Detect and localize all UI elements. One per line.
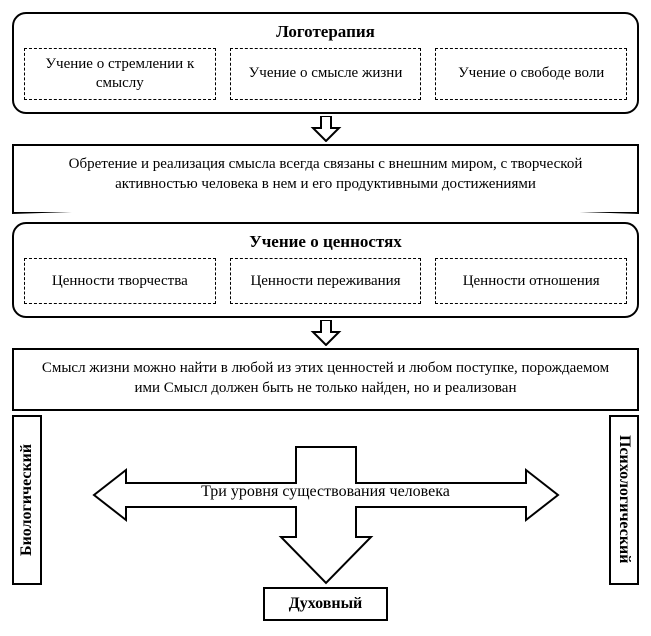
panel2-items: Ценности творчества Ценности переживания… [24, 258, 627, 304]
level-right-psychological: Психологический [609, 415, 639, 585]
three-way-arrow: Три уровня существования человека [42, 415, 609, 585]
levels-center-label: Три уровня существования человека [42, 483, 609, 501]
values-panel: Учение о ценностях Ценности творчества Ц… [12, 222, 639, 318]
panel2-item-2: Ценности переживания [230, 258, 422, 304]
panel1-item-2: Учение о смысле жизни [230, 48, 422, 100]
panel1-item-3: Учение о свободе воли [435, 48, 627, 100]
panel2-item-1: Ценности творчества [24, 258, 216, 304]
arrow-down-2 [309, 320, 343, 346]
panel2-item-3: Ценности отношения [435, 258, 627, 304]
level-bottom-spiritual: Духовный [263, 587, 389, 621]
levels-row: Биологический Три уровня существования ч… [12, 415, 639, 585]
panel1-title: Логотерапия [24, 22, 627, 42]
arrow-down-1 [309, 116, 343, 142]
textbox-1: Обретение и реализация смысла всегда свя… [12, 144, 639, 215]
panel1-item-1: Учение о стремлении к смыслу [24, 48, 216, 100]
level-left-biological: Биологический [12, 415, 42, 585]
panel1-items: Учение о стремлении к смыслу Учение о см… [24, 48, 627, 100]
logotherapy-panel: Логотерапия Учение о стремлении к смыслу… [12, 12, 639, 114]
panel2-title: Учение о ценностях [24, 232, 627, 252]
textbox-2: Смысл жизни можно найти в любой из этих … [12, 348, 639, 411]
